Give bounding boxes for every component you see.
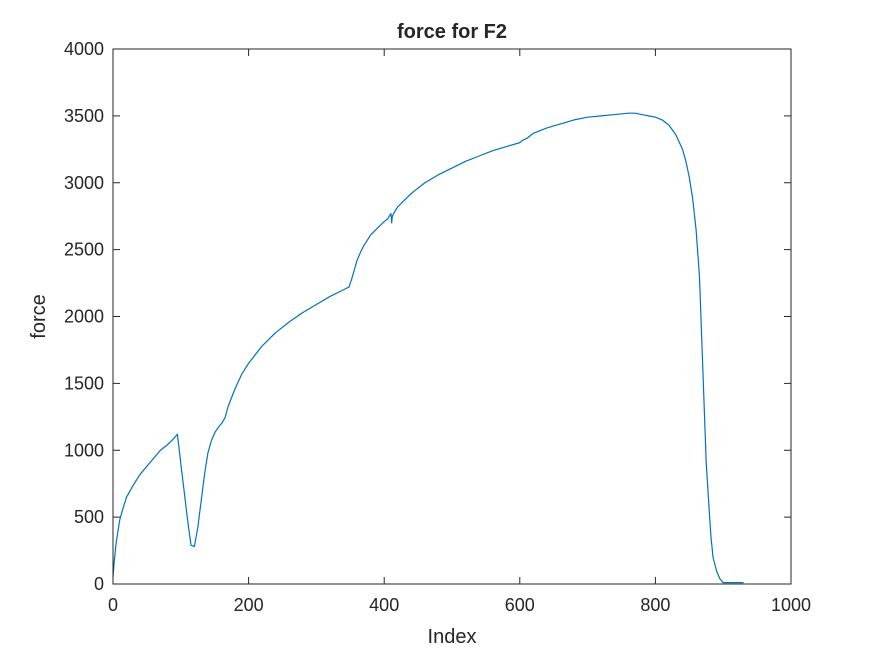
y-tick-label: 1500 [64,373,104,393]
x-tick-label: 200 [234,595,264,615]
y-tick-label: 2500 [64,240,104,260]
x-tick-label: 1000 [771,595,811,615]
series-layer [112,112,744,584]
x-tick-label: 400 [369,595,399,615]
y-tick-label: 0 [94,574,104,594]
plot-background [113,49,791,584]
axes-box [112,48,792,585]
y-tick-label: 500 [74,507,104,527]
y-tick-label: 3500 [64,106,104,126]
x-tick-label: 0 [108,595,118,615]
y-axis-label: force [28,294,50,338]
y-tick-label: 1000 [64,440,104,460]
y-tick-label: 2000 [64,307,104,327]
x-tick-label: 800 [640,595,670,615]
series-line-0 [112,112,744,584]
chart-title: force for F2 [397,21,507,43]
y-tick-label: 3000 [64,173,104,193]
x-axis-ticks: 0 200 400 600 800 1000 [108,49,811,615]
y-tick-label: 4000 [64,39,104,59]
x-tick-label: 600 [505,595,535,615]
x-axis-label: Index [428,626,477,648]
